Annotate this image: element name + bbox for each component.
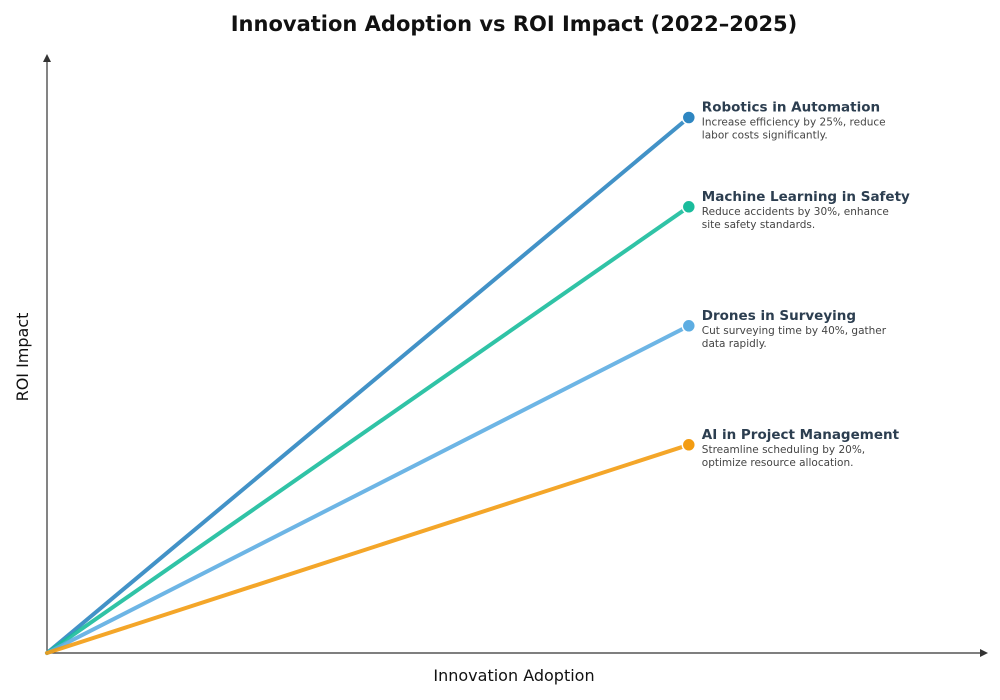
series-line-machine-learning-in-safety xyxy=(45,204,691,655)
chart-title: Innovation Adoption vs ROI Impact (2022–… xyxy=(231,12,798,36)
series-label-ai-in-project-management: AI in Project Management xyxy=(702,427,900,443)
series-line-robotics-in-automation xyxy=(45,115,691,655)
series-endpoint-robotics-in-automation xyxy=(681,110,697,125)
series-description-machine-learning-in-safety: Reduce accidents by 30%, enhance xyxy=(702,206,889,218)
series-endpoint-drones-in-surveying xyxy=(681,318,697,334)
series-line-drones-in-surveying xyxy=(45,323,691,655)
x-axis-label: Innovation Adoption xyxy=(433,666,594,685)
axes xyxy=(43,54,988,657)
series-description-ai-in-project-management: optimize resource allocation. xyxy=(702,457,854,469)
series-description-machine-learning-in-safety: site safety standards. xyxy=(702,219,815,231)
series-label-robotics-in-automation: Robotics in Automation xyxy=(702,100,880,116)
series-description-drones-in-surveying: Cut surveying time by 40%, gather xyxy=(702,325,887,337)
y-axis-label: ROI Impact xyxy=(13,313,32,402)
series-description-drones-in-surveying: data rapidly. xyxy=(702,338,767,350)
series-line-ai-in-project-management xyxy=(45,442,691,655)
series-description-robotics-in-automation: labor costs significantly. xyxy=(702,130,828,142)
series-description-ai-in-project-management: Streamline scheduling by 20%, xyxy=(702,444,865,456)
series-description-robotics-in-automation: Increase efficiency by 25%, reduce xyxy=(702,117,886,129)
series-label-drones-in-surveying: Drones in Surveying xyxy=(702,308,856,324)
series-endpoint-ai-in-project-management xyxy=(681,437,697,453)
series-endpoint-machine-learning-in-safety xyxy=(681,199,697,215)
series-label-machine-learning-in-safety: Machine Learning in Safety xyxy=(702,189,910,205)
